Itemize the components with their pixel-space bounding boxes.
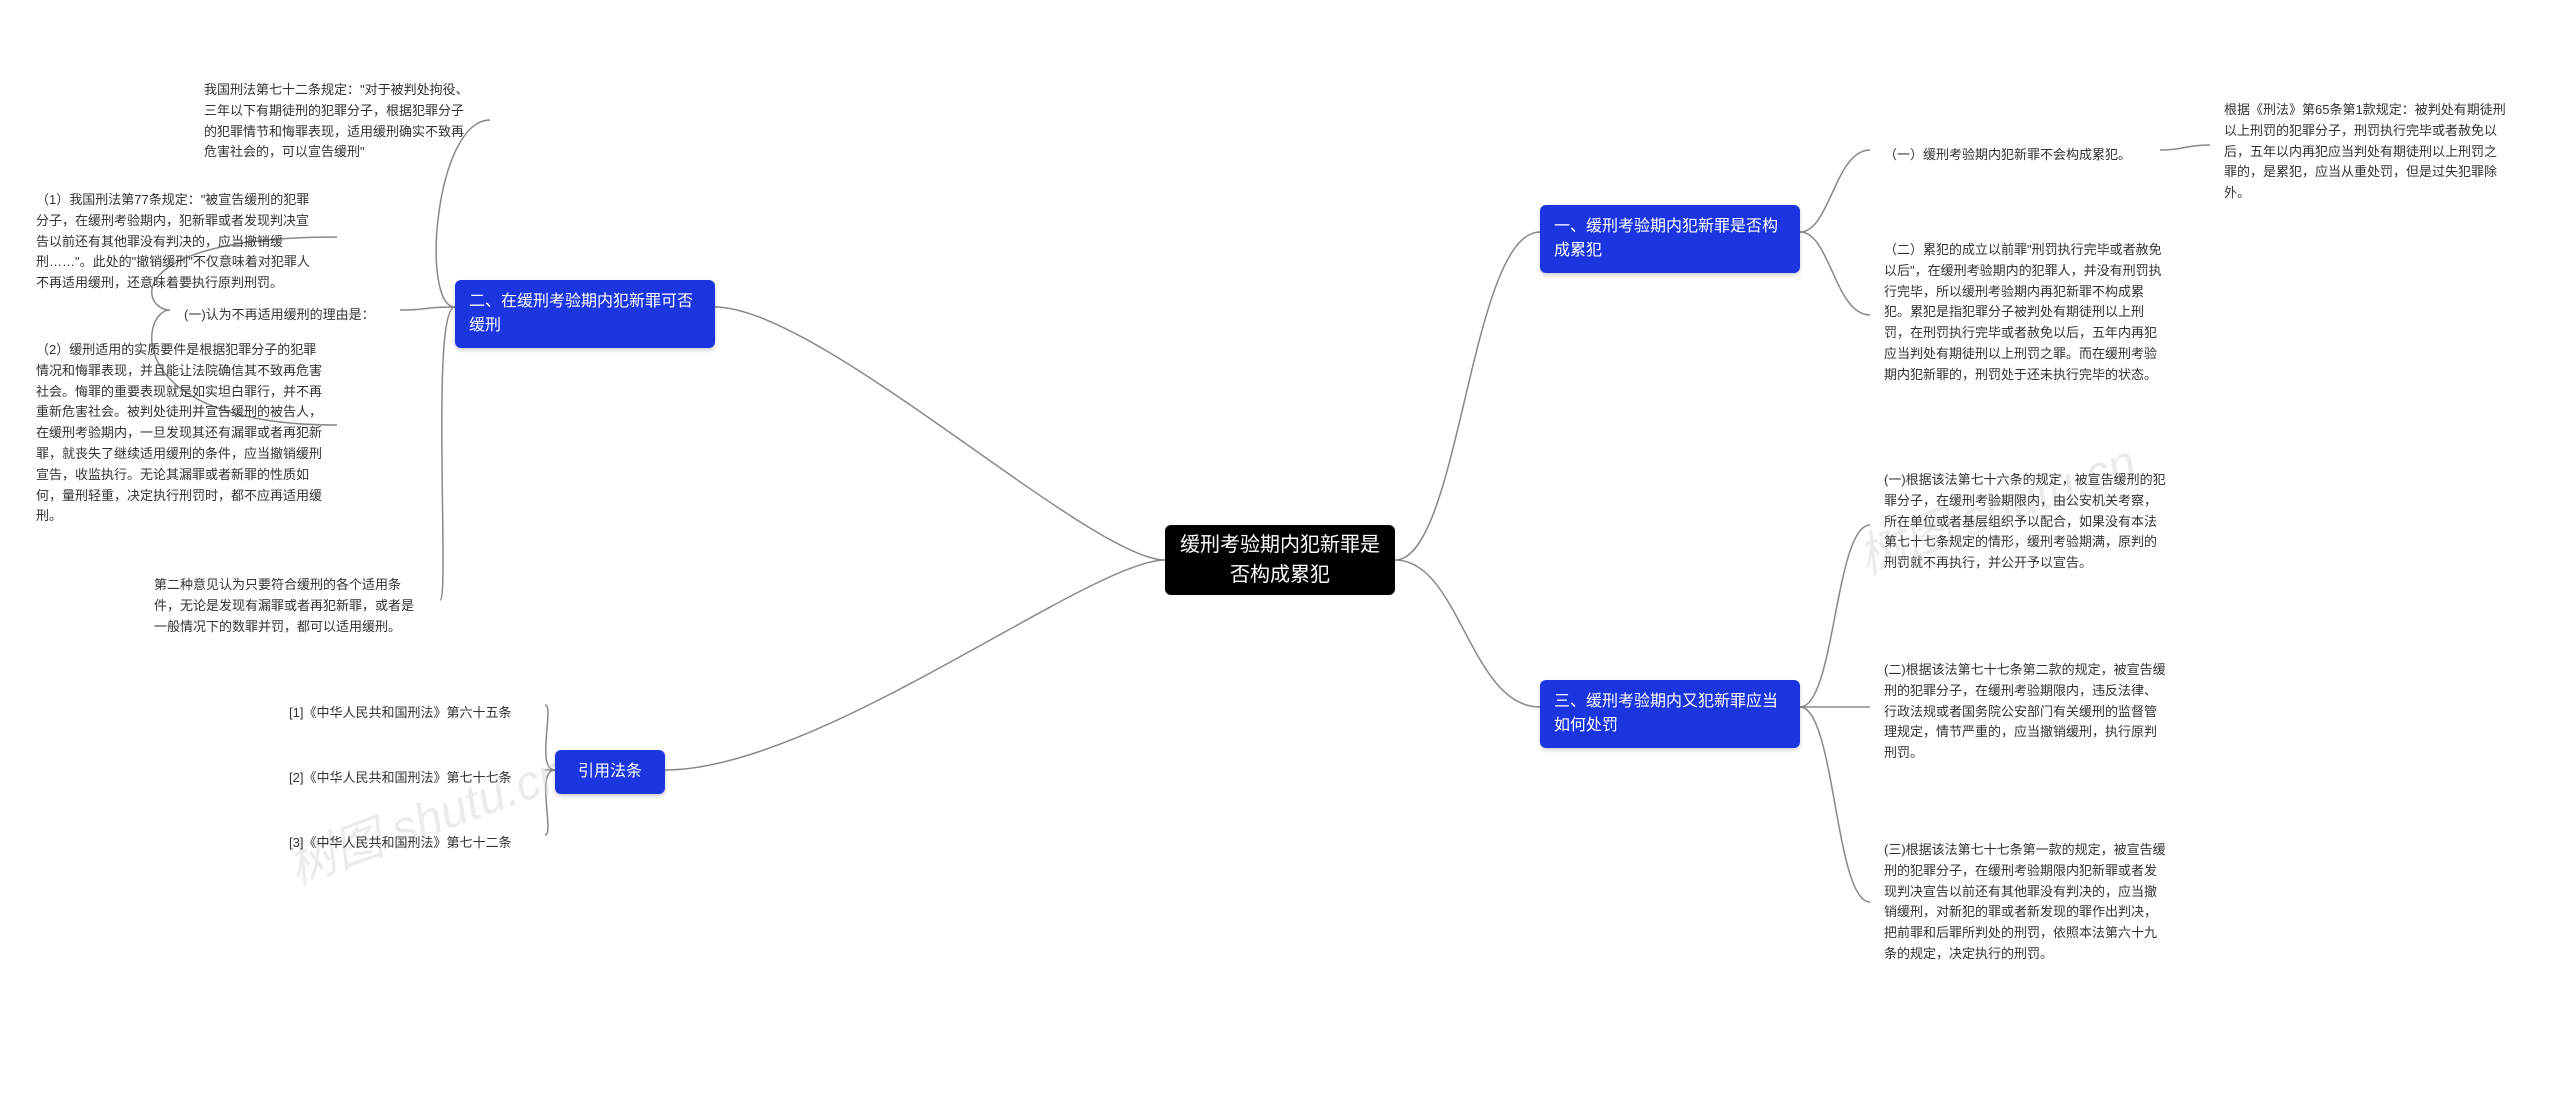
leaf-node[interactable]: [3]《中华人民共和国刑法》第七十二条 xyxy=(275,823,545,864)
leaf-node[interactable]: （一）缓刑考验期内犯新罪不会构成累犯。 xyxy=(1870,135,2160,176)
leaf-node[interactable]: 第二种意见认为只要符合缓刑的各个适用条件，无论是发现有漏罪或者再犯新罪，或者是一… xyxy=(140,565,440,647)
leaf-node[interactable]: 我国刑法第七十二条规定："对于被判处拘役、三年以下有期徒刑的犯罪分子，根据犯罪分… xyxy=(190,70,490,173)
leaf-node[interactable]: [1]《中华人民共和国刑法》第六十五条 xyxy=(275,693,545,734)
branch-node-2[interactable]: 二、在缓刑考验期内犯新罪可否缓刑 xyxy=(455,280,715,348)
leaf-node[interactable]: (一)根据该法第七十六条的规定，被宣告缓刑的犯罪分子，在缓刑考验期限内，由公安机… xyxy=(1870,460,2180,584)
leaf-node[interactable]: （2）缓刑适用的实质要件是根据犯罪分子的犯罪情况和悔罪表现，并且能让法院确信其不… xyxy=(22,330,337,537)
branch-node-4[interactable]: 引用法条 xyxy=(555,750,665,794)
branch-node-1[interactable]: 一、缓刑考验期内犯新罪是否构成累犯 xyxy=(1540,205,1800,273)
leaf-node[interactable]: （1）我国刑法第77条规定："被宣告缓刑的犯罪分子，在缓刑考验期内，犯新罪或者发… xyxy=(22,180,332,304)
leaf-node[interactable]: （二）累犯的成立以前罪"刑罚执行完毕或者赦免以后"，在缓刑考验期内的犯罪人，并没… xyxy=(1870,230,2180,396)
leaf-node[interactable]: 根据《刑法》第65条第1款规定：被判处有期徒刑以上刑罚的犯罪分子，刑罚执行完毕或… xyxy=(2210,90,2520,214)
branch-node-3[interactable]: 三、缓刑考验期内又犯新罪应当如何处罚 xyxy=(1540,680,1800,748)
mindmap-root[interactable]: 缓刑考验期内犯新罪是否构成累犯 xyxy=(1165,525,1395,595)
leaf-node[interactable]: (三)根据该法第七十七条第一款的规定，被宣告缓刑的犯罪分子，在缓刑考验期限内犯新… xyxy=(1870,830,2180,975)
leaf-node[interactable]: [2]《中华人民共和国刑法》第七十七条 xyxy=(275,758,545,799)
leaf-node[interactable]: (二)根据该法第七十七条第二款的规定，被宣告缓刑的犯罪分子，在缓刑考验期限内，违… xyxy=(1870,650,2180,774)
